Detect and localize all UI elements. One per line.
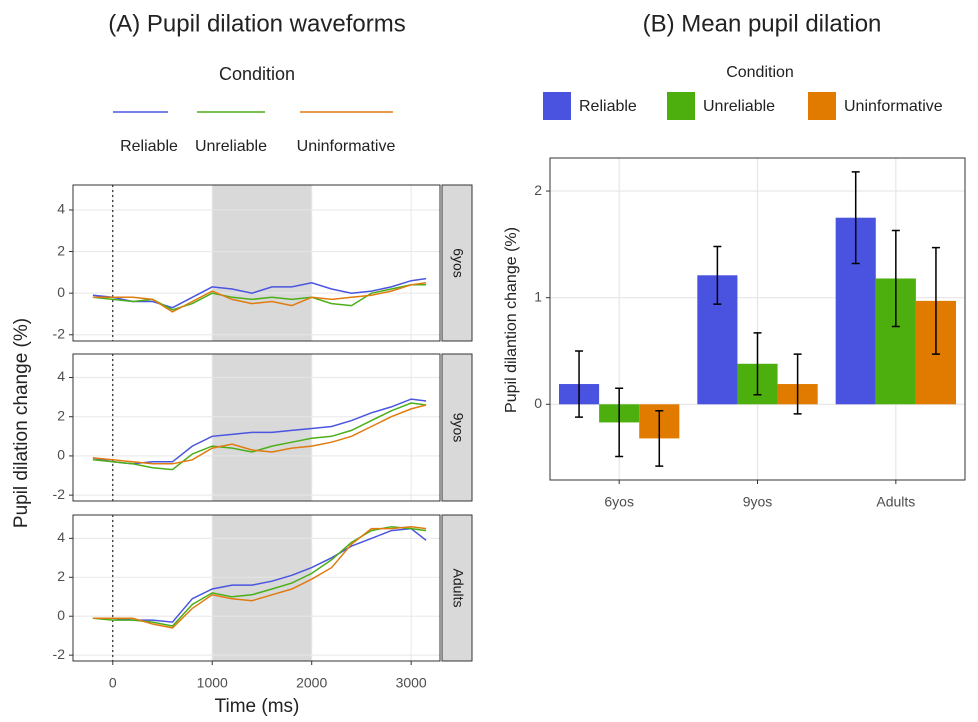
y-axis-label: Pupil dilantion change (%) bbox=[503, 227, 520, 413]
legend-title: Condition bbox=[219, 64, 295, 84]
x-tick-label: 3000 bbox=[396, 675, 427, 691]
error-bar bbox=[851, 171, 860, 265]
series-line bbox=[92, 398, 427, 465]
strip-label: 9yos bbox=[450, 413, 466, 443]
series-line bbox=[92, 277, 427, 309]
y-tick-label: 0 bbox=[534, 395, 542, 411]
series-line bbox=[92, 402, 427, 471]
y-tick-label: -2 bbox=[53, 486, 66, 502]
legend-swatch bbox=[543, 92, 571, 120]
y-tick-label: -2 bbox=[53, 646, 66, 662]
legend-label: Unreliable bbox=[703, 98, 775, 115]
legend-swatch bbox=[667, 92, 695, 120]
error-bar bbox=[931, 246, 940, 355]
error-bar bbox=[753, 332, 762, 396]
legend-label: Reliable bbox=[579, 98, 637, 115]
chart-title: (B) Mean pupil dilation bbox=[643, 10, 882, 37]
y-tick-label: 2 bbox=[57, 242, 65, 258]
y-tick-label: 4 bbox=[57, 368, 65, 384]
strip-label: Adults bbox=[450, 569, 466, 608]
y-tick-label: 0 bbox=[57, 607, 65, 623]
x-axis-label: Time (ms) bbox=[215, 696, 300, 717]
y-tick-label: 0 bbox=[57, 284, 65, 300]
panel-border bbox=[549, 157, 966, 481]
legend-title: Condition bbox=[726, 64, 794, 81]
shaded-region bbox=[212, 185, 312, 341]
panel-border bbox=[72, 353, 441, 502]
error-bar bbox=[575, 350, 584, 418]
error-bar bbox=[713, 245, 722, 305]
error-bar bbox=[615, 387, 624, 458]
y-tick-label: 2 bbox=[57, 407, 65, 423]
x-tick-label: 6yos bbox=[604, 494, 634, 510]
y-tick-label: 4 bbox=[57, 201, 65, 217]
shaded-region bbox=[212, 354, 312, 501]
panel-border bbox=[72, 184, 441, 342]
legend-label: Reliable bbox=[120, 138, 178, 155]
x-tick-label: 1000 bbox=[197, 675, 228, 691]
legend-label: Uninformative bbox=[844, 98, 943, 115]
legend-label: Uninformative bbox=[297, 138, 396, 155]
chart-title: (A) Pupil dilation waveforms bbox=[108, 10, 405, 37]
legend-swatch bbox=[808, 92, 836, 120]
x-tick-label: Adults bbox=[876, 494, 915, 510]
y-tick-label: 0 bbox=[57, 447, 65, 463]
y-tick-label: 2 bbox=[534, 182, 542, 198]
x-tick-label: 0 bbox=[109, 675, 117, 691]
error-bar bbox=[891, 229, 900, 328]
series-line bbox=[92, 525, 427, 627]
panel-border bbox=[72, 514, 441, 662]
series-line bbox=[92, 527, 427, 623]
y-tick-label: 1 bbox=[534, 288, 542, 304]
y-tick-label: 2 bbox=[57, 568, 65, 584]
strip bbox=[441, 353, 473, 502]
series-line bbox=[92, 525, 427, 629]
legend-label: Unreliable bbox=[195, 138, 267, 155]
y-axis-label: Pupil dilation change (%) bbox=[11, 318, 32, 528]
y-tick-label: -2 bbox=[53, 325, 66, 341]
y-tick-label: 4 bbox=[57, 529, 65, 545]
error-bar bbox=[793, 353, 802, 415]
strip bbox=[441, 184, 473, 342]
shaded-region bbox=[212, 515, 312, 661]
series-line bbox=[92, 404, 427, 465]
x-tick-label: 2000 bbox=[296, 675, 327, 691]
series-line bbox=[92, 282, 427, 313]
x-tick-label: 9yos bbox=[743, 494, 773, 510]
error-bar bbox=[655, 409, 664, 467]
strip-label: 6yos bbox=[450, 248, 466, 278]
strip bbox=[441, 514, 473, 662]
